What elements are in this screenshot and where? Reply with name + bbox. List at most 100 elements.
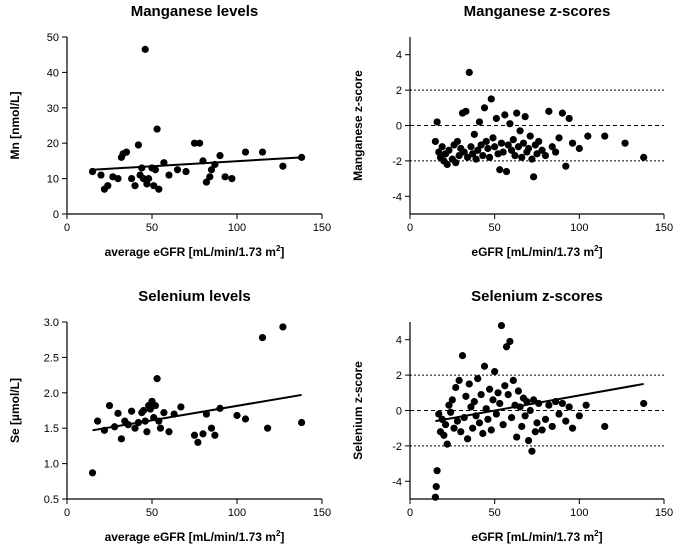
data-point — [170, 410, 178, 418]
data-point — [552, 398, 560, 406]
data-point — [501, 382, 509, 390]
data-point — [472, 155, 480, 163]
y-tick-label: -2 — [392, 441, 402, 453]
chart-panel: Selenium z-scores 0 50 100 150 -4 -2 0 2 4 eGFR [m… — [351, 288, 673, 544]
data-point — [114, 175, 122, 183]
data-point — [538, 146, 546, 154]
x-axis-label-text: average eGFR [mL/min/1.73 m — [105, 245, 276, 259]
data-point — [558, 399, 567, 408]
data-point — [216, 151, 224, 160]
x-axis-label: average eGFR [mL/min/1.73 m2] — [105, 529, 285, 544]
data-point — [601, 422, 609, 431]
y-axis-label: Manganese z-score — [351, 70, 365, 181]
data-point — [545, 107, 553, 115]
data-point — [221, 173, 229, 181]
data-point — [196, 139, 204, 147]
data-point — [538, 426, 546, 434]
data-point — [565, 114, 573, 123]
data-point — [479, 151, 487, 160]
data-point — [469, 424, 477, 432]
data-point — [555, 134, 563, 142]
data-point — [467, 403, 475, 411]
data-point — [499, 421, 507, 429]
data-point — [506, 337, 514, 346]
data-point — [88, 167, 97, 176]
data-point — [145, 175, 153, 183]
data-point — [480, 362, 489, 370]
data-point — [445, 146, 453, 154]
data-point — [518, 153, 526, 161]
data-point — [182, 167, 190, 176]
chart-panel: Manganese levels 0 50 100 150 0 10 20 30 40 50 aver… — [8, 3, 331, 259]
data-point — [502, 343, 511, 351]
data-point — [128, 407, 136, 415]
data-point — [514, 387, 522, 395]
y-tick-label: 2.0 — [44, 388, 59, 400]
y-tick-label: 0 — [396, 121, 402, 133]
x-tick-label: 0 — [64, 507, 70, 519]
data-point — [497, 139, 506, 147]
data-point — [279, 323, 287, 331]
data-point — [455, 376, 463, 385]
data-point — [241, 415, 250, 423]
data-point — [504, 390, 512, 399]
data-point — [160, 159, 168, 167]
data-point — [496, 166, 504, 174]
data-point — [463, 435, 472, 443]
data-point — [465, 68, 473, 76]
x-tick-label: 0 — [407, 507, 413, 519]
x-axis-label: eGFR [mL/min/1.73 m2] — [471, 529, 602, 544]
data-point — [548, 422, 556, 431]
data-point — [484, 415, 492, 423]
x-axis-label: eGFR [mL/min/1.73 m2] — [471, 244, 602, 259]
data-point — [114, 409, 122, 417]
chart-title: Selenium z-scores — [471, 288, 603, 305]
y-axis-label: Mn [nmol/L] — [8, 92, 22, 160]
data-point — [111, 423, 119, 431]
data-point — [128, 175, 136, 183]
data-point — [155, 185, 163, 193]
data-point — [457, 428, 465, 436]
data-point — [530, 396, 538, 404]
data-point — [485, 153, 494, 161]
data-point — [298, 153, 306, 161]
data-point — [528, 447, 536, 455]
data-point — [450, 424, 458, 432]
data-point — [441, 421, 450, 429]
data-point — [506, 120, 514, 128]
x-axis-label-superscript: 2 — [276, 244, 281, 253]
data-point — [216, 404, 224, 412]
x-axis-label-end: ] — [280, 530, 284, 544]
data-point — [470, 130, 478, 138]
data-point — [431, 493, 439, 501]
y-tick-label: 1.5 — [44, 423, 59, 435]
data-point — [156, 424, 165, 432]
x-tick-label: 150 — [313, 222, 331, 234]
data-point — [601, 132, 609, 140]
y-axis-label: Selenium z-score — [351, 361, 365, 460]
y-tick-label: 30 — [47, 103, 59, 115]
data-point — [141, 417, 149, 425]
data-point — [492, 114, 500, 123]
data-point — [139, 406, 148, 415]
data-point — [582, 401, 590, 409]
y-tick-label: 0 — [396, 406, 402, 418]
data-point — [97, 171, 105, 179]
data-point — [458, 352, 467, 360]
data-point — [153, 375, 161, 383]
data-point — [552, 148, 560, 156]
x-tick-label: 50 — [146, 222, 158, 234]
data-point — [88, 469, 97, 477]
data-point — [258, 333, 267, 342]
data-point — [521, 412, 529, 420]
data-point — [482, 137, 490, 146]
x-axis-label-end: ] — [599, 530, 603, 544]
x-axis-label-superscript: 2 — [276, 529, 281, 538]
data-point — [489, 134, 497, 142]
data-point — [155, 417, 163, 425]
data-point — [518, 422, 526, 431]
data-point — [568, 424, 577, 432]
x-axis-label-end: ] — [280, 245, 284, 259]
y-tick-label: 4 — [396, 335, 402, 347]
data-point — [491, 143, 499, 151]
